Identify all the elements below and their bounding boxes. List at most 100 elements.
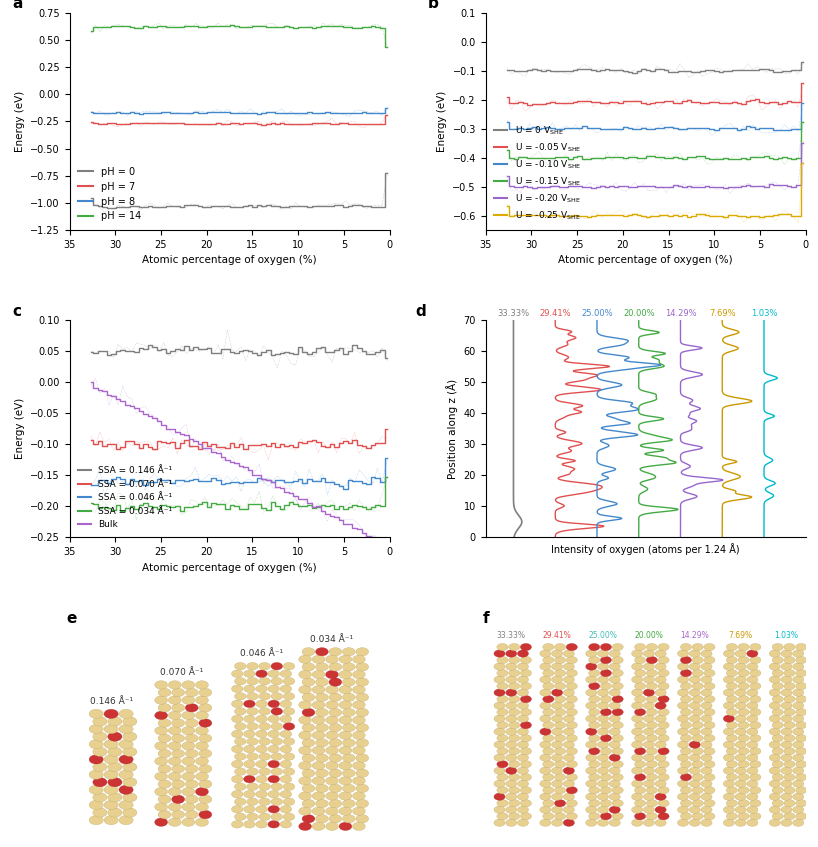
Circle shape <box>769 650 780 657</box>
Circle shape <box>302 800 315 808</box>
Circle shape <box>271 753 282 761</box>
Circle shape <box>356 739 369 747</box>
Circle shape <box>793 767 804 774</box>
Circle shape <box>302 693 315 701</box>
Circle shape <box>609 767 620 774</box>
Circle shape <box>597 780 609 788</box>
Circle shape <box>244 805 255 813</box>
Circle shape <box>597 663 609 670</box>
Circle shape <box>494 715 505 722</box>
Circle shape <box>609 663 620 670</box>
Circle shape <box>506 650 517 657</box>
Circle shape <box>182 696 195 705</box>
Circle shape <box>329 663 342 671</box>
Circle shape <box>199 689 212 697</box>
Circle shape <box>302 815 315 823</box>
Circle shape <box>231 700 243 707</box>
Circle shape <box>589 761 600 767</box>
Circle shape <box>646 773 658 781</box>
Circle shape <box>589 644 600 650</box>
Circle shape <box>655 728 666 735</box>
Circle shape <box>158 734 171 743</box>
Circle shape <box>104 739 119 749</box>
Circle shape <box>258 798 271 805</box>
Circle shape <box>735 767 746 774</box>
Circle shape <box>196 696 209 705</box>
Circle shape <box>256 790 267 798</box>
Circle shape <box>793 676 804 684</box>
Circle shape <box>356 648 369 656</box>
Circle shape <box>244 761 255 768</box>
Circle shape <box>258 678 271 685</box>
Circle shape <box>589 656 600 664</box>
Circle shape <box>692 669 703 677</box>
Circle shape <box>784 800 795 807</box>
Circle shape <box>784 734 795 742</box>
Circle shape <box>690 767 700 774</box>
Circle shape <box>658 773 669 781</box>
Circle shape <box>793 741 804 748</box>
Circle shape <box>555 722 565 728</box>
Circle shape <box>199 734 212 743</box>
Circle shape <box>509 709 519 716</box>
Circle shape <box>589 722 600 728</box>
Circle shape <box>735 650 746 657</box>
Circle shape <box>169 742 182 750</box>
Circle shape <box>123 778 137 787</box>
Circle shape <box>781 689 792 696</box>
Circle shape <box>271 722 282 730</box>
Circle shape <box>586 728 597 735</box>
Circle shape <box>326 746 339 755</box>
Circle shape <box>235 768 246 775</box>
Circle shape <box>329 754 342 762</box>
Circle shape <box>231 761 243 768</box>
Circle shape <box>258 738 271 745</box>
Circle shape <box>247 707 258 715</box>
Circle shape <box>750 683 761 689</box>
Circle shape <box>268 730 280 738</box>
Circle shape <box>497 761 508 767</box>
Circle shape <box>172 750 185 758</box>
Circle shape <box>256 685 267 693</box>
Circle shape <box>551 767 563 774</box>
Circle shape <box>196 681 209 689</box>
Circle shape <box>326 731 339 739</box>
Circle shape <box>586 702 597 709</box>
Circle shape <box>509 800 519 807</box>
Circle shape <box>692 812 703 820</box>
Circle shape <box>643 650 654 657</box>
Circle shape <box>356 678 369 686</box>
Circle shape <box>329 800 342 808</box>
Circle shape <box>655 767 666 774</box>
Circle shape <box>316 754 328 762</box>
Circle shape <box>316 800 328 808</box>
Circle shape <box>244 715 255 722</box>
Circle shape <box>796 683 807 689</box>
Circle shape <box>551 741 563 748</box>
Circle shape <box>681 773 691 781</box>
Circle shape <box>104 785 119 794</box>
Circle shape <box>182 772 195 781</box>
Circle shape <box>520 748 532 755</box>
Circle shape <box>540 650 551 657</box>
Circle shape <box>769 676 780 684</box>
Circle shape <box>356 693 369 701</box>
Circle shape <box>600 812 612 820</box>
Circle shape <box>158 689 171 697</box>
Circle shape <box>540 728 551 735</box>
Circle shape <box>258 693 271 700</box>
Circle shape <box>506 793 517 800</box>
Circle shape <box>612 656 623 664</box>
Circle shape <box>199 750 212 758</box>
Circle shape <box>551 806 563 813</box>
Circle shape <box>555 787 565 794</box>
Circle shape <box>302 769 315 778</box>
Circle shape <box>271 738 282 745</box>
Circle shape <box>123 793 137 802</box>
Circle shape <box>566 656 578 664</box>
Circle shape <box>735 806 746 813</box>
Circle shape <box>747 650 758 657</box>
Circle shape <box>690 676 700 684</box>
Circle shape <box>302 723 315 732</box>
Circle shape <box>543 748 554 755</box>
